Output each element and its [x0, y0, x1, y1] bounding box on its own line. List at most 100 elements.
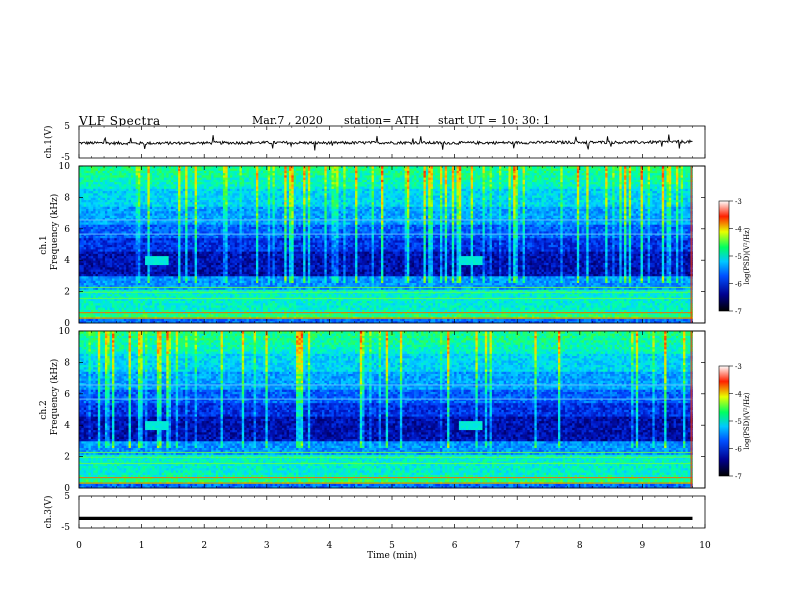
- spectrogram-cell: [152, 202, 155, 205]
- spectrogram-cell: [188, 242, 191, 245]
- spectrogram-cell: [185, 179, 188, 182]
- spectrogram-cell: [171, 274, 174, 277]
- spectrogram-cell: [84, 170, 87, 173]
- spectrogram-cell: [98, 242, 101, 245]
- spectrogram-cell: [190, 211, 193, 214]
- spectrogram-cell: [162, 280, 165, 283]
- spectrogram-cell: [86, 202, 89, 205]
- spectrogram-cell: [206, 179, 209, 182]
- spectrogram-cell: [114, 186, 117, 189]
- spectrogram-cell: [81, 280, 84, 283]
- spectrogram-cell: [143, 305, 146, 308]
- spectrogram-cell: [96, 265, 99, 268]
- spectrogram-cell: [93, 170, 96, 173]
- spectrogram-cell: [180, 170, 183, 173]
- spectrogram-cell: [232, 179, 235, 182]
- spectrogram-cell: [180, 242, 183, 245]
- spectrogram-cell: [88, 179, 91, 182]
- spectrogram-cell: [129, 258, 132, 261]
- spectrogram-cell: [143, 186, 146, 189]
- spectrogram-cell: [117, 195, 120, 198]
- spectrogram-cell: [133, 242, 136, 245]
- spectrogram-cell: [188, 202, 191, 205]
- spectrogram-cell: [138, 179, 141, 182]
- spectrogram-cell: [237, 265, 240, 268]
- spectrogram-cell: [131, 280, 134, 283]
- spectrogram-cell: [216, 186, 219, 189]
- spectrogram-cell: [159, 265, 162, 268]
- spectrogram-cell: [192, 242, 195, 245]
- spectrogram-cell: [164, 242, 167, 245]
- spectrogram-cell: [178, 179, 181, 182]
- spectrogram-cell: [202, 202, 205, 205]
- spectrogram-cell: [136, 249, 139, 252]
- spectrogram-cell: [178, 170, 181, 173]
- spectrogram-cell: [150, 242, 153, 245]
- spectrogram-cell: [162, 227, 165, 230]
- spectrogram-cell: [239, 195, 242, 198]
- spectrogram-cell: [155, 249, 158, 252]
- spectrogram-cell: [155, 242, 158, 245]
- spectrogram-cell: [126, 211, 129, 214]
- spectrogram-cell: [192, 186, 195, 189]
- spectrogram-cell: [140, 258, 143, 261]
- spectrogram-cell: [145, 258, 148, 261]
- spectrogram-cell: [114, 195, 117, 198]
- spectrogram-cell: [192, 195, 195, 198]
- spectrogram-cell: [84, 265, 87, 268]
- spectrogram-cell: [223, 305, 226, 308]
- spectrogram-cell: [183, 179, 186, 182]
- spectrogram-cell: [143, 242, 146, 245]
- spectrogram-cell: [140, 186, 143, 189]
- spectrogram-cell: [225, 195, 228, 198]
- spectrogram-cell: [100, 274, 103, 277]
- spectrogram-cell: [199, 211, 202, 214]
- spectrogram-cell: [221, 195, 224, 198]
- spectrogram-cell: [103, 265, 106, 268]
- spectrogram-cell: [176, 202, 179, 205]
- spectrogram-cell: [169, 249, 172, 252]
- spectrogram-cell: [178, 242, 181, 245]
- spectrogram-cell: [176, 305, 179, 308]
- spectrogram-cell: [209, 186, 212, 189]
- spectrogram-cell: [96, 242, 99, 245]
- spectrogram-cell: [147, 211, 150, 214]
- spectrogram-cell: [121, 195, 124, 198]
- spectrogram-cell: [199, 280, 202, 283]
- spectrogram-cell: [242, 265, 245, 268]
- spectrogram-cell: [112, 305, 115, 308]
- spectrogram-cell: [230, 280, 233, 283]
- spectrogram-cell: [230, 305, 233, 308]
- spectrogram-cell: [199, 265, 202, 268]
- spectrogram-cell: [199, 305, 202, 308]
- spectrogram-cell: [221, 211, 224, 214]
- spectrogram-cell: [138, 186, 141, 189]
- spectrogram-cell: [166, 211, 169, 214]
- spectrogram-cell: [218, 186, 221, 189]
- spectrogram-cell: [202, 211, 205, 214]
- spectrogram-cell: [159, 280, 162, 283]
- spectrogram-cell: [121, 170, 124, 173]
- spectrogram-cell: [121, 179, 124, 182]
- spectrogram-cell: [155, 305, 158, 308]
- spectrogram-cell: [103, 274, 106, 277]
- spectrogram-cell: [133, 202, 136, 205]
- spectrogram-cell: [185, 186, 188, 189]
- spectrogram-cell: [216, 265, 219, 268]
- spectrogram-cell: [218, 179, 221, 182]
- spectrogram-cell: [100, 305, 103, 308]
- spectrogram-cell: [164, 211, 167, 214]
- spectrogram-cell: [221, 179, 224, 182]
- spectrogram-cell: [136, 211, 139, 214]
- spectrogram-cell: [228, 195, 231, 198]
- spectrogram-cell: [126, 258, 129, 261]
- spectrogram-cell: [157, 170, 160, 173]
- spectrogram-cell: [185, 249, 188, 252]
- spectrogram-cell: [159, 170, 162, 173]
- spectrogram-cell: [223, 274, 226, 277]
- spectrogram-cell: [133, 211, 136, 214]
- spectrogram-cell: [239, 280, 242, 283]
- spectrogram-cell: [213, 265, 216, 268]
- spectrogram-cell: [218, 195, 221, 198]
